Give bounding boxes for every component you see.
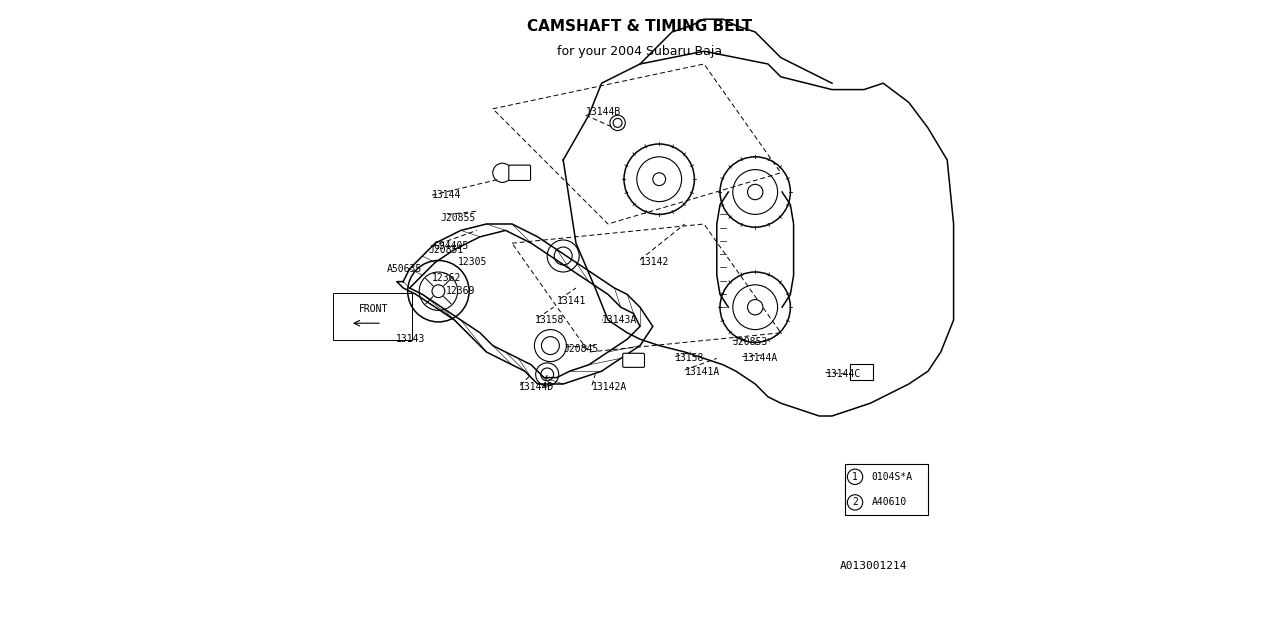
Text: 13144A: 13144A <box>742 353 778 364</box>
Text: J20855: J20855 <box>440 212 476 223</box>
Text: 13142: 13142 <box>640 257 669 268</box>
Text: 13141: 13141 <box>557 296 586 306</box>
FancyBboxPatch shape <box>508 165 530 180</box>
Text: 13144D: 13144D <box>518 382 554 392</box>
Bar <box>845 464 928 515</box>
FancyBboxPatch shape <box>850 364 873 380</box>
Circle shape <box>748 300 763 315</box>
Text: 12305: 12305 <box>458 257 486 268</box>
Text: 13158: 13158 <box>676 353 704 364</box>
Text: A013001214: A013001214 <box>840 561 908 572</box>
Circle shape <box>748 184 763 200</box>
Text: 2: 2 <box>852 497 858 508</box>
Text: 13143: 13143 <box>396 334 425 344</box>
Text: 13143A: 13143A <box>602 315 637 325</box>
Circle shape <box>653 173 666 186</box>
Text: 12362: 12362 <box>431 273 461 284</box>
Text: 13142A: 13142A <box>591 382 627 392</box>
Text: 13141A: 13141A <box>685 367 721 378</box>
Text: A50635: A50635 <box>387 264 422 274</box>
Text: FRONT: FRONT <box>358 304 388 314</box>
Text: J20853: J20853 <box>732 337 768 348</box>
Text: 13144: 13144 <box>433 190 461 200</box>
Text: A40610: A40610 <box>872 497 908 508</box>
Text: J20851: J20851 <box>429 244 465 255</box>
Text: G94405: G94405 <box>434 241 470 252</box>
Text: 12369: 12369 <box>445 286 475 296</box>
Text: 13158: 13158 <box>535 315 563 325</box>
FancyBboxPatch shape <box>623 353 645 367</box>
Text: for your 2004 Subaru Baja: for your 2004 Subaru Baja <box>557 45 723 58</box>
Text: 1: 1 <box>852 472 858 482</box>
Text: J20845: J20845 <box>563 344 599 354</box>
Text: 13144B: 13144B <box>585 107 621 117</box>
Text: CAMSHAFT & TIMING BELT: CAMSHAFT & TIMING BELT <box>527 19 753 34</box>
Text: 0104S*A: 0104S*A <box>872 472 913 482</box>
Text: 13144C: 13144C <box>826 369 861 380</box>
